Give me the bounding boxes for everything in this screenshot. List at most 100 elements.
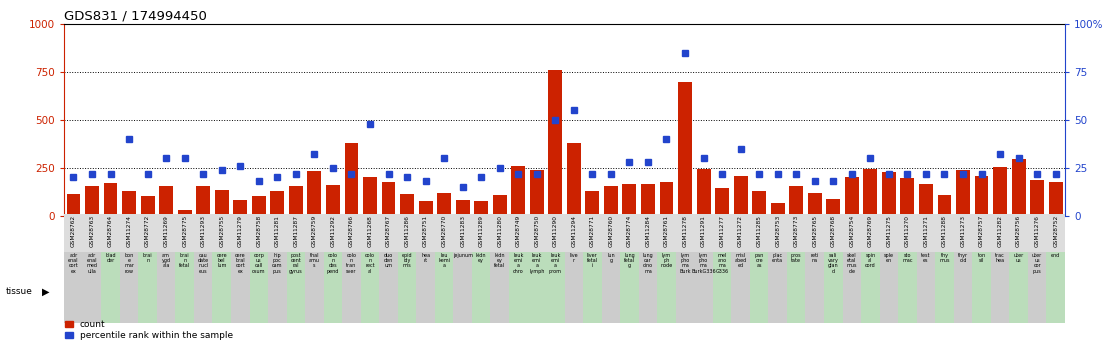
Bar	[120, 214, 138, 254]
Text: uter
us
cor
pus: uter us cor pus	[1032, 253, 1043, 274]
Text: leuk
emi
a
prom: leuk emi a prom	[549, 253, 562, 274]
Bar	[696, 169, 711, 216]
Text: colo
n
tran
sver: colo n tran sver	[346, 253, 356, 274]
Text: colo
n
des
pend: colo n des pend	[327, 253, 339, 274]
Bar	[435, 214, 454, 254]
Text: GSM11268: GSM11268	[368, 215, 372, 247]
Bar	[490, 252, 509, 323]
Text: uter
us: uter us	[1014, 253, 1024, 263]
Bar	[159, 186, 173, 216]
Text: am
ygd
ala: am ygd ala	[162, 253, 170, 268]
Text: lun
g: lun g	[607, 253, 614, 263]
Bar	[898, 252, 917, 323]
Text: GSM28769: GSM28769	[868, 215, 872, 247]
Text: GSM11294: GSM11294	[571, 215, 577, 247]
Bar	[660, 182, 673, 216]
Text: GSM11279: GSM11279	[238, 215, 242, 247]
Bar	[935, 214, 954, 254]
Bar	[306, 214, 323, 254]
Bar	[361, 252, 380, 323]
Text: lung
fetal
g: lung fetal g	[624, 253, 635, 268]
Bar	[808, 193, 821, 216]
Bar	[194, 252, 213, 323]
Bar	[749, 252, 768, 323]
Text: leuk
emi
a
lymph: leuk emi a lymph	[529, 253, 545, 274]
Bar	[824, 252, 842, 323]
Bar	[715, 188, 730, 216]
Bar	[175, 252, 194, 323]
Text: GSM28763: GSM28763	[90, 215, 94, 247]
Bar	[787, 214, 806, 254]
Bar	[620, 252, 639, 323]
Bar	[917, 214, 935, 254]
Bar	[325, 185, 340, 216]
Bar	[361, 214, 380, 254]
Bar	[101, 214, 120, 254]
Bar	[770, 203, 785, 216]
Bar	[104, 183, 117, 216]
Bar	[268, 214, 287, 254]
Bar	[528, 214, 546, 254]
Bar	[363, 177, 376, 216]
Bar	[993, 167, 1007, 216]
Bar	[435, 252, 454, 323]
Bar	[120, 252, 138, 323]
Bar	[861, 214, 880, 254]
Legend: count, percentile rank within the sample: count, percentile rank within the sample	[65, 320, 232, 341]
Bar	[732, 252, 749, 323]
Bar	[938, 195, 951, 216]
Text: thy
mus: thy mus	[939, 253, 950, 263]
Text: hea
rt: hea rt	[421, 253, 431, 263]
Text: lym
pho
ma
BurkG336: lym pho ma BurkG336	[691, 253, 716, 274]
Text: hip
poc
cam
pus: hip poc cam pus	[272, 253, 282, 274]
Text: GSM11269: GSM11269	[164, 215, 168, 247]
Bar	[546, 214, 565, 254]
Text: cau
date
nucl
eus: cau date nucl eus	[198, 253, 209, 274]
Bar	[382, 182, 395, 216]
Bar	[157, 252, 175, 323]
Bar	[1012, 159, 1025, 216]
Text: GSM28768: GSM28768	[830, 215, 836, 247]
Bar	[1048, 182, 1063, 216]
Bar	[713, 252, 732, 323]
Bar	[157, 214, 175, 254]
Bar	[694, 214, 713, 254]
Text: GSM11293: GSM11293	[200, 215, 206, 247]
Bar	[175, 214, 194, 254]
Bar	[639, 214, 658, 254]
Text: GSM28755: GSM28755	[219, 215, 225, 247]
Bar	[194, 214, 213, 254]
Text: blad
der: blad der	[105, 253, 116, 263]
Text: sali
vary
glan
d: sali vary glan d	[828, 253, 839, 274]
Bar	[474, 201, 488, 216]
Bar	[85, 186, 99, 216]
Text: GSM11272: GSM11272	[738, 215, 743, 247]
Text: GSM28774: GSM28774	[627, 215, 632, 247]
Text: GSM11289: GSM11289	[478, 215, 484, 247]
Bar	[418, 201, 433, 216]
Bar	[954, 214, 972, 254]
Text: trac
hea: trac hea	[995, 253, 1005, 263]
Text: GSM11282: GSM11282	[997, 215, 1003, 247]
Text: GSM28772: GSM28772	[145, 215, 151, 247]
Text: jejunum: jejunum	[453, 253, 473, 258]
Text: GSM11271: GSM11271	[923, 215, 929, 247]
Bar	[234, 200, 247, 216]
Text: misl
abed
ed: misl abed ed	[735, 253, 747, 268]
Bar	[306, 252, 323, 323]
Bar	[530, 170, 544, 216]
Text: GSM28760: GSM28760	[609, 215, 613, 247]
Bar	[732, 214, 749, 254]
Bar	[880, 252, 898, 323]
Text: GSM28750: GSM28750	[535, 215, 539, 247]
Bar	[493, 195, 507, 216]
Bar	[565, 252, 583, 323]
Bar	[456, 200, 469, 216]
Bar	[1031, 180, 1044, 216]
Text: GSM11285: GSM11285	[757, 215, 762, 247]
Bar	[658, 252, 675, 323]
Text: lung
car
cino
ma: lung car cino ma	[642, 253, 653, 274]
Bar	[1028, 214, 1046, 254]
Text: duo
den
um: duo den um	[384, 253, 393, 268]
Text: adr
enal
cort
ex: adr enal cort ex	[69, 253, 79, 274]
